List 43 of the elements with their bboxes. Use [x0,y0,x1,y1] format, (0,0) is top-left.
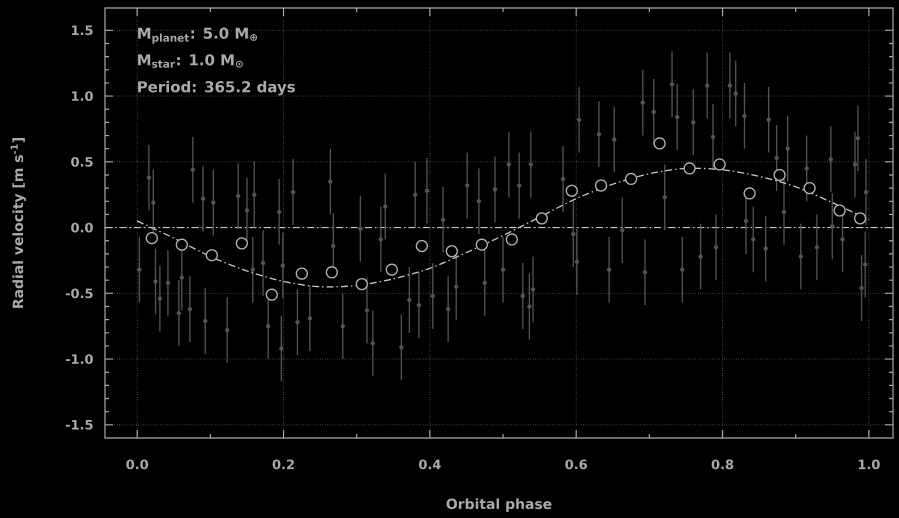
annotation: Period: 365.2 days [138,80,295,96]
y-tick-label: -1.0 [66,354,93,364]
point [446,245,458,258]
point [536,212,548,225]
point [326,266,338,278]
x-axis-title: Orbital phase [446,498,552,512]
point [833,204,846,217]
point [476,238,488,251]
point [146,232,158,244]
y-tick-label: -0.5 [66,288,93,298]
x-tick-label: 1.0 [858,460,880,470]
point [176,238,188,251]
point [266,288,278,301]
annotation: M$_{planet}$: 5.0 M$_{⊕}$ [138,28,258,44]
point [713,158,726,171]
point [236,237,248,250]
y-axis-title: Radial velocity [m s$^{-1}$] [10,138,26,308]
x-tick-label: 0.0 [126,460,148,470]
y-tick-label: 1.5 [72,26,93,36]
x-tick-label: 0.8 [712,460,734,470]
point [386,264,398,276]
point [683,162,696,175]
point [506,233,518,246]
x-tick-label: 0.2 [272,460,294,470]
y-tick-label: 0.5 [71,156,93,167]
x-tick-label: 0.6 [565,460,587,470]
point [653,137,666,150]
y-tick-label: 1.0 [72,91,93,101]
point [566,184,578,197]
y-tick-label: -1.5 [66,420,93,430]
point [416,240,428,252]
y-tick-label: 0.0 [71,222,93,232]
point [854,212,866,225]
annotation: M$_{star}$: 1.0 M$_{⊙}$ [138,54,243,68]
point [594,179,608,192]
point [296,267,308,280]
point [624,172,638,186]
point [206,249,218,262]
point [743,187,756,200]
x-tick-label: 0.4 [419,460,441,470]
point [356,278,368,290]
point [773,168,786,182]
point [803,182,816,194]
